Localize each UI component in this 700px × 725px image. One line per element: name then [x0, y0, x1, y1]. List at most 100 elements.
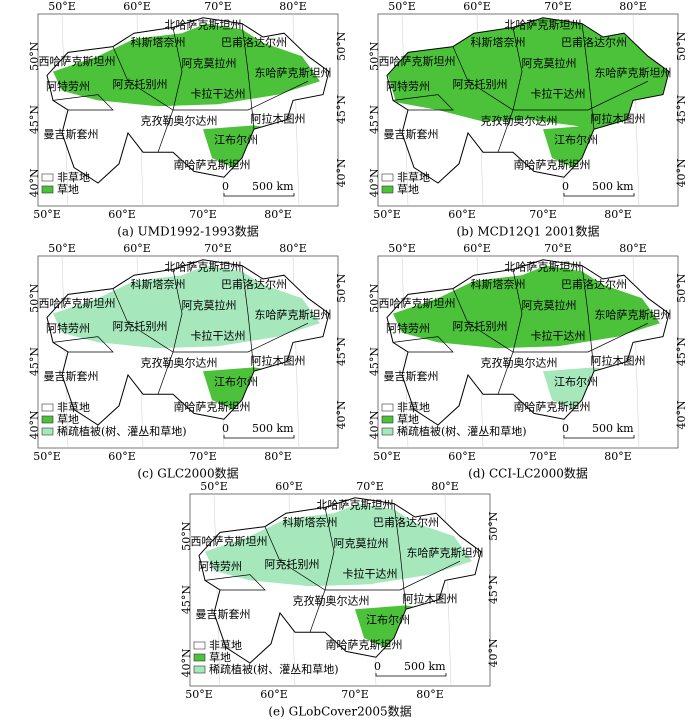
province-border — [241, 265, 255, 372]
region-label: 阿克莫拉州 — [522, 298, 577, 312]
latitude-label: 40°N — [368, 168, 381, 197]
country-border — [46, 259, 330, 426]
country-border — [198, 497, 482, 664]
region-label: 北哈萨克斯坦州 — [165, 260, 242, 274]
latitude-label: 50°N — [335, 273, 348, 302]
region-label: 阿特劳州 — [386, 79, 430, 93]
province-border — [157, 27, 183, 153]
legend-swatch — [41, 403, 54, 412]
latitude-label: 45°N — [335, 95, 348, 124]
latitude-label: 50°N — [675, 273, 688, 302]
legend-label: 非草地 — [397, 401, 430, 414]
province-border — [497, 27, 523, 153]
longitude-label: 50°E — [48, 242, 76, 255]
legend-label: 非草地 — [209, 639, 242, 652]
land-cover — [53, 23, 320, 107]
latitude-label: 45°N — [368, 105, 381, 134]
legend-swatch — [381, 403, 394, 412]
scale-bar — [563, 435, 635, 439]
scale-label: 0 — [374, 660, 381, 673]
legend-label: 稀疏植被(树、灌丛和草地) — [57, 424, 187, 438]
legend-label: 草地 — [57, 183, 79, 196]
longitude-label: 60°E — [463, 242, 491, 255]
legend-swatch — [381, 427, 394, 436]
legend-label: 草地 — [397, 413, 419, 426]
region-label: 阿拉木图州 — [403, 592, 458, 606]
scale-label: 500 km — [592, 422, 634, 435]
legend-label: 非草地 — [57, 171, 90, 184]
region-label: 阿克托别州 — [265, 557, 320, 571]
latitude-label: 40°N — [675, 158, 688, 187]
longitude-label: 70°E — [189, 450, 217, 463]
region-label: 阿拉木图州 — [591, 112, 646, 126]
region-label: 曼吉斯套州 — [384, 128, 439, 141]
latitude-label: 40°N — [675, 400, 688, 429]
longitude-label: 60°E — [448, 450, 476, 463]
province-border — [581, 265, 595, 372]
longitude-label: 60°E — [275, 480, 303, 493]
province-border — [581, 23, 595, 130]
region-label: 巴甫洛达尔州 — [373, 515, 439, 529]
country-border — [386, 17, 670, 184]
region-label: 阿克托别州 — [453, 77, 508, 91]
latitude-label: 50°N — [28, 41, 41, 70]
legend-swatch — [41, 185, 54, 194]
region-label: 巴甫洛达尔州 — [561, 35, 627, 49]
province-border — [157, 269, 183, 395]
region-label: 西哈萨克斯坦州 — [191, 534, 268, 548]
land-cover — [393, 265, 660, 349]
latitude-label: 40°N — [28, 410, 41, 439]
longitude-label: 80°E — [264, 450, 292, 463]
region-label: 卡拉干达州 — [191, 329, 246, 343]
land-cover — [205, 503, 472, 587]
region-label: 北哈萨克斯坦州 — [165, 18, 242, 32]
longitude-label: 50°E — [373, 208, 401, 221]
longitude-label: 70°E — [204, 0, 232, 13]
longitude-label: 50°E — [388, 0, 416, 13]
graticule — [401, 255, 409, 449]
longitude-label: 80°E — [416, 688, 444, 701]
panel-caption: (d) CCI-LC2000数据 — [468, 466, 588, 481]
legend-swatch — [41, 173, 54, 182]
province-border — [52, 336, 114, 353]
region-label: 阿特劳州 — [386, 321, 430, 335]
longitude-label: 80°E — [264, 208, 292, 221]
scale-label: 500 km — [592, 180, 634, 193]
panel-caption: (b) MCD12Q1 2001数据 — [456, 224, 599, 239]
region-label: 阿拉木图州 — [251, 354, 306, 368]
land-cover — [53, 265, 320, 349]
latitude-label: 50°N — [180, 521, 193, 550]
region-label: 阿克莫拉州 — [334, 536, 389, 550]
legend-swatch — [381, 173, 394, 182]
province-border — [309, 507, 335, 633]
region-label: 西哈萨克斯坦州 — [39, 296, 116, 310]
region-label: 阿克托别州 — [453, 319, 508, 333]
region-label: 阿克托别州 — [113, 77, 168, 91]
longitude-label: 80°E — [431, 480, 459, 493]
longitude-label: 70°E — [189, 208, 217, 221]
legend-swatch — [381, 185, 394, 194]
region-label: 江布尔州 — [366, 614, 410, 627]
latitude-label: 45°N — [28, 347, 41, 376]
province-border — [241, 23, 255, 130]
latitude-label: 40°N — [368, 410, 381, 439]
latitude-label: 45°N — [675, 95, 688, 124]
longitude-label: 50°E — [200, 480, 228, 493]
scale-label: 500 km — [404, 660, 446, 673]
scale-bar — [223, 193, 295, 197]
longitude-label: 80°E — [604, 450, 632, 463]
legend-swatch — [193, 653, 206, 662]
region-label: 南哈萨克斯坦州 — [514, 158, 591, 172]
region-label: 曼吉斯套州 — [44, 370, 99, 383]
latitude-label: 50°N — [487, 511, 500, 540]
longitude-label: 80°E — [619, 242, 647, 255]
scale-label: 0 — [562, 180, 569, 193]
region-label: 阿克托别州 — [113, 319, 168, 333]
latitude-label: 45°N — [180, 585, 193, 614]
longitude-label: 60°E — [108, 208, 136, 221]
region-label: 曼吉斯套州 — [196, 608, 251, 621]
province-border — [393, 503, 407, 610]
